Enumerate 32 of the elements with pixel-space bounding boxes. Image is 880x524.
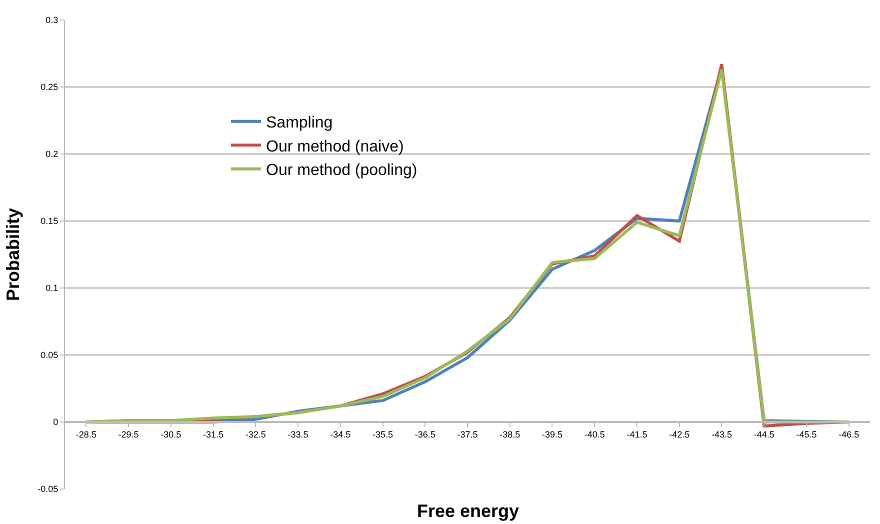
x-tick-label: -31.5 xyxy=(203,430,224,440)
x-tick-label: -28.5 xyxy=(76,430,96,440)
x-tick-label: -33.5 xyxy=(288,430,308,440)
x-tick-label: -38.5 xyxy=(500,430,520,440)
x-tick-label: -41.5 xyxy=(626,430,648,440)
x-tick-label: -45.5 xyxy=(796,430,817,440)
x-tick-label: -35.5 xyxy=(372,430,394,440)
legend-label: Our method (naive) xyxy=(266,138,404,156)
x-axis-title: Free energy xyxy=(417,501,520,521)
legend-label: Our method (pooling) xyxy=(266,162,418,180)
x-tick-label: -30.5 xyxy=(160,430,182,440)
x-tick-label: -40.5 xyxy=(584,430,605,440)
x-tick-label: -37.5 xyxy=(457,430,478,440)
x-tick-label: -34.5 xyxy=(330,430,351,440)
y-tick-label: 0.05 xyxy=(40,350,58,360)
x-tick-label: -32.5 xyxy=(245,430,266,440)
x-tick-label: -43.5 xyxy=(711,430,732,440)
y-tick-label: 0.2 xyxy=(46,149,58,160)
x-tick-label: -36.5 xyxy=(414,430,436,440)
x-tick-label: -29.5 xyxy=(118,430,139,440)
y-tick-label: 0 xyxy=(53,417,58,428)
x-tick-label: -39.5 xyxy=(542,430,562,440)
y-tick-label: 0.3 xyxy=(46,15,58,26)
y-tick-label: 0.15 xyxy=(40,216,58,226)
y-tick-label: 0.1 xyxy=(46,283,58,294)
y-axis-title: Probability xyxy=(3,208,23,302)
y-tick-label: 0.25 xyxy=(40,82,58,92)
x-tick-label: -42.5 xyxy=(669,430,690,440)
x-tick-label: -46.5 xyxy=(838,430,860,440)
y-tick-label: -0.05 xyxy=(38,484,58,494)
x-tick-label: -44.5 xyxy=(754,430,774,440)
legend-label: Sampling xyxy=(266,114,333,132)
